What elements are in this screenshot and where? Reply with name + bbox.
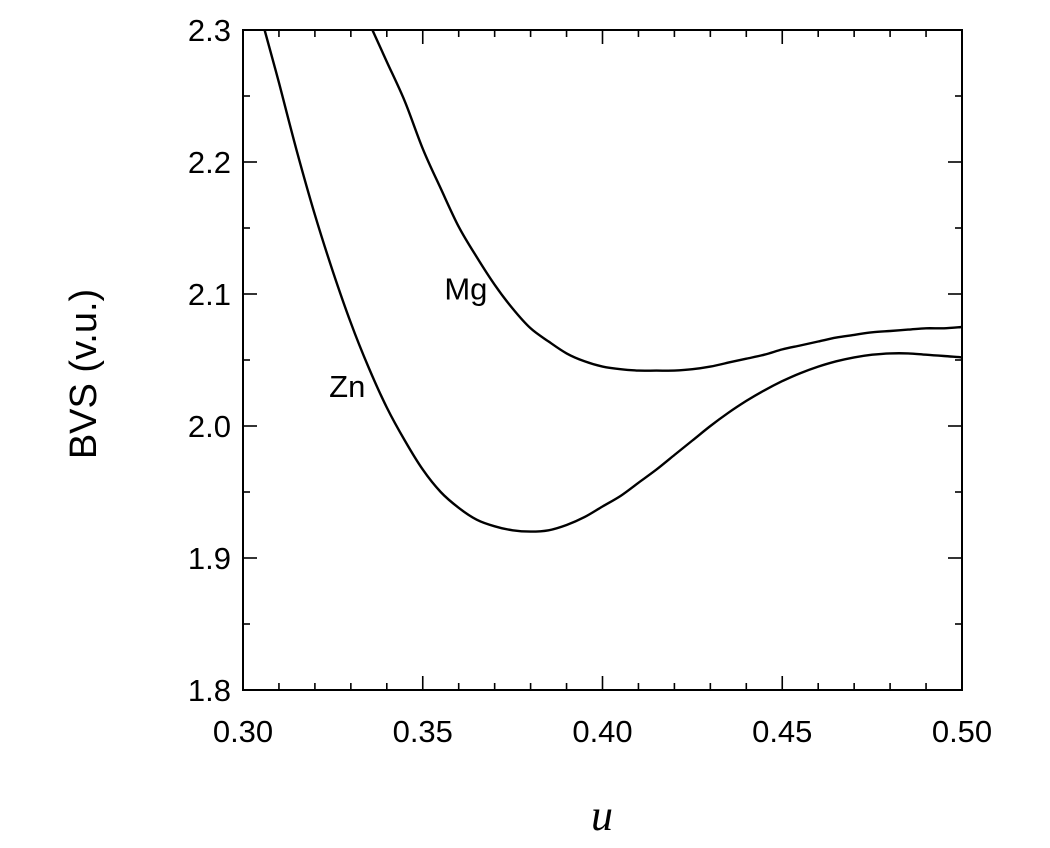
curve-annotations: Mg Zn <box>329 271 487 404</box>
axis-tick-labels: 0.30 0.35 0.40 0.45 0.50 1.8 1.9 2.0 2.1 2.2 2.3 <box>188 13 992 749</box>
series-line-mg <box>371 29 963 372</box>
plot-area-border <box>242 29 963 691</box>
y-axis-title: BVS (v.u.) <box>63 289 105 459</box>
x-tick-label: 0.40 <box>572 714 632 749</box>
x-tick-label: 0.30 <box>213 714 273 749</box>
y-tick-label: 2.3 <box>188 13 231 48</box>
y-tick-label: 2.0 <box>188 409 231 444</box>
curve-label-zn: Zn <box>329 369 365 404</box>
axis-ticks <box>242 29 963 691</box>
x-tick-label: 0.45 <box>752 714 812 749</box>
series-line-zn <box>263 29 963 533</box>
plot-frame <box>242 29 963 691</box>
y-tick-label: 1.8 <box>188 673 231 708</box>
y-tick-label: 2.2 <box>188 145 231 180</box>
x-tick-label: 0.35 <box>393 714 453 749</box>
series-lines <box>263 29 963 533</box>
y-tick-label: 1.9 <box>188 541 231 576</box>
y-tick-label: 2.1 <box>188 277 231 312</box>
x-axis-title: u <box>591 791 613 840</box>
curve-label-mg: Mg <box>444 271 487 306</box>
x-tick-label: 0.50 <box>932 714 992 749</box>
